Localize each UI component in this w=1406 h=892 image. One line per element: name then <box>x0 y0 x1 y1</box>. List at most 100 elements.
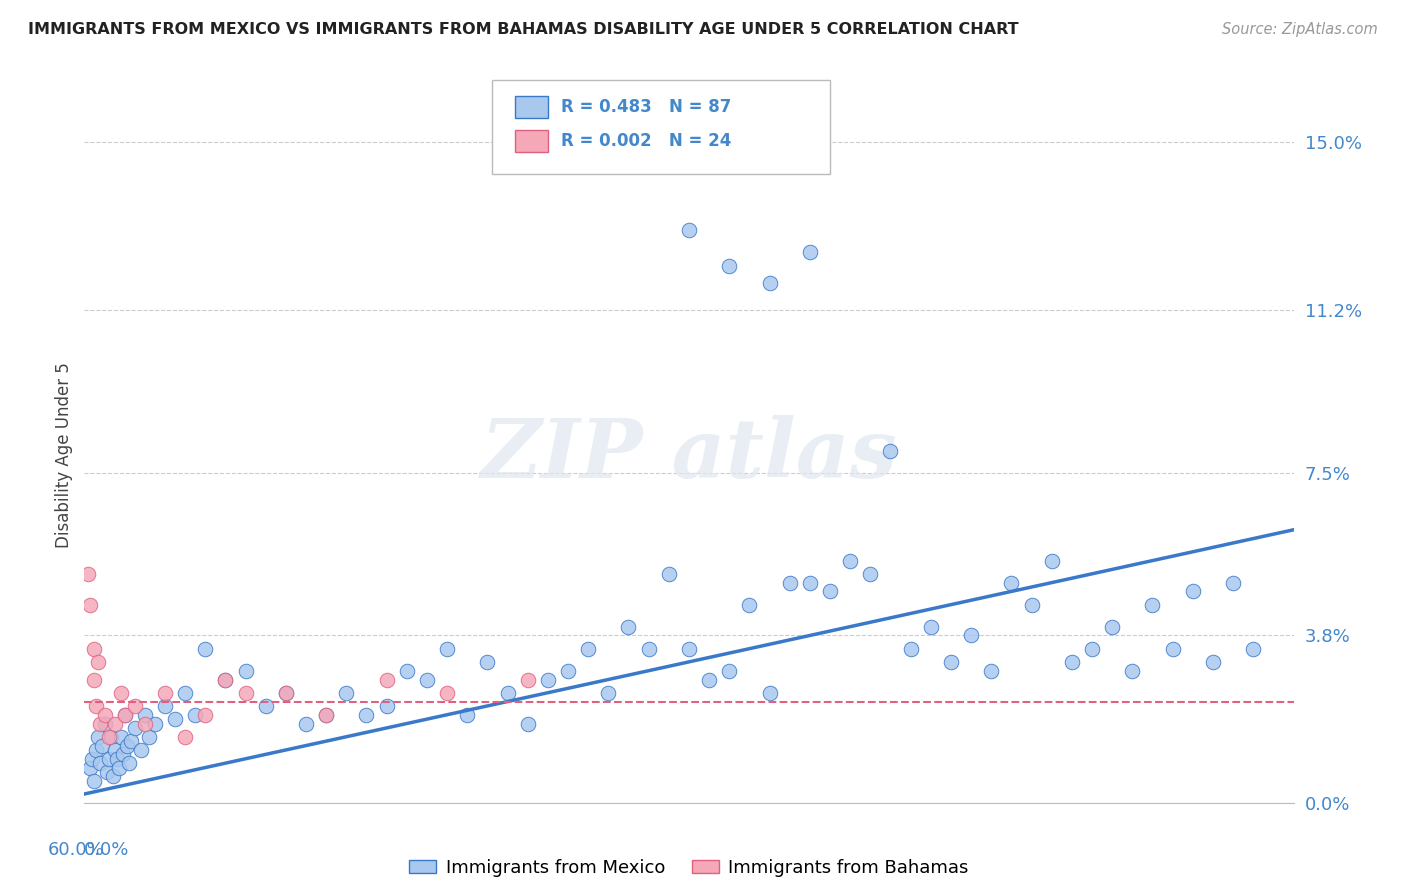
Point <box>86 698 108 713</box>
Point <box>104 716 127 731</box>
Point <box>83 641 105 656</box>
Point <box>115 739 138 753</box>
Point <box>697 673 720 687</box>
Point <box>82 752 104 766</box>
Point <box>799 245 821 260</box>
Point <box>143 716 166 731</box>
Point <box>1202 655 1225 669</box>
Point <box>134 707 156 722</box>
Point <box>124 721 146 735</box>
Point <box>537 673 560 687</box>
Text: R = 0.483   N = 87: R = 0.483 N = 87 <box>561 98 731 116</box>
Point <box>818 584 841 599</box>
Point <box>839 553 862 567</box>
Point <box>79 761 101 775</box>
Point <box>100 730 122 744</box>
Point <box>235 664 257 678</box>
Point <box>678 223 700 237</box>
Point <box>658 566 681 581</box>
Point <box>678 641 700 656</box>
Y-axis label: Disability Age Under 5: Disability Age Under 5 <box>55 362 73 548</box>
Point <box>356 707 378 722</box>
Point <box>254 698 277 713</box>
Point <box>939 655 962 669</box>
Text: Source: ZipAtlas.com: Source: ZipAtlas.com <box>1222 22 1378 37</box>
Point <box>165 712 187 726</box>
Point <box>335 686 357 700</box>
Point <box>477 655 499 669</box>
Point <box>114 707 136 722</box>
Point <box>93 716 115 731</box>
Point <box>436 686 458 700</box>
Point <box>598 686 620 700</box>
Point <box>105 752 128 766</box>
Point <box>111 747 134 762</box>
Point <box>134 716 156 731</box>
Point <box>194 641 217 656</box>
Legend: Immigrants from Mexico, Immigrants from Bahamas: Immigrants from Mexico, Immigrants from … <box>402 852 976 884</box>
Point <box>118 756 141 771</box>
Point <box>637 641 659 656</box>
Point <box>1142 598 1164 612</box>
Text: 60.0%: 60.0% <box>48 841 104 859</box>
Point <box>87 655 110 669</box>
Point <box>129 743 152 757</box>
Point <box>194 707 217 722</box>
Point <box>114 707 136 722</box>
Point <box>104 743 127 757</box>
Point <box>87 730 110 744</box>
Point <box>86 743 108 757</box>
Point <box>184 707 207 722</box>
Point <box>110 730 132 744</box>
Point <box>960 628 983 642</box>
Point <box>879 443 901 458</box>
Point <box>77 566 100 581</box>
Point <box>315 707 337 722</box>
Point <box>900 641 922 656</box>
Point <box>516 673 538 687</box>
Point <box>516 716 538 731</box>
Point <box>1040 553 1063 567</box>
Point <box>1121 664 1143 678</box>
Point <box>375 673 398 687</box>
Point <box>1241 641 1264 656</box>
Point <box>1081 641 1104 656</box>
Point <box>124 698 146 713</box>
Point <box>89 716 111 731</box>
Point <box>214 673 236 687</box>
Point <box>120 734 142 748</box>
Point <box>758 686 780 700</box>
Point <box>718 259 741 273</box>
Point <box>295 716 318 731</box>
Point <box>416 673 439 687</box>
Text: ZIP atlas: ZIP atlas <box>481 415 897 495</box>
Point <box>107 761 129 775</box>
Point <box>83 773 105 788</box>
Point <box>97 730 120 744</box>
Point <box>235 686 257 700</box>
Point <box>576 641 599 656</box>
Point <box>779 575 801 590</box>
Point <box>1161 641 1184 656</box>
Point <box>274 686 297 700</box>
Point <box>557 664 579 678</box>
Point <box>93 707 115 722</box>
Point <box>738 598 761 612</box>
Point <box>375 698 398 713</box>
Point <box>920 620 942 634</box>
Point <box>91 739 114 753</box>
Point <box>436 641 458 656</box>
Point <box>79 598 101 612</box>
Point <box>138 730 160 744</box>
Point <box>214 673 236 687</box>
Point <box>274 686 297 700</box>
Point <box>96 764 118 779</box>
Point <box>1021 598 1043 612</box>
Text: 0.0%: 0.0% <box>84 841 129 859</box>
Point <box>799 575 821 590</box>
Point <box>153 698 176 713</box>
Text: IMMIGRANTS FROM MEXICO VS IMMIGRANTS FROM BAHAMAS DISABILITY AGE UNDER 5 CORRELA: IMMIGRANTS FROM MEXICO VS IMMIGRANTS FRO… <box>28 22 1019 37</box>
Point <box>83 673 105 687</box>
Point <box>1000 575 1022 590</box>
Point <box>859 566 882 581</box>
